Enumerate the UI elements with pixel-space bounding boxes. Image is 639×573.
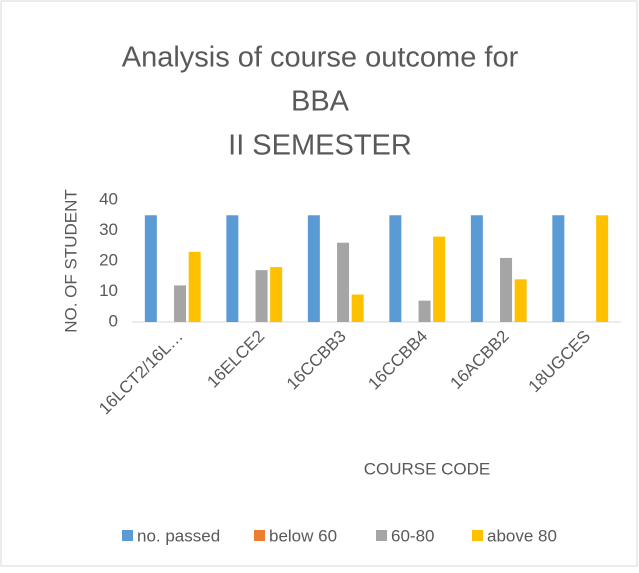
bar bbox=[255, 270, 268, 322]
bar bbox=[188, 251, 201, 322]
legend-label: below 60 bbox=[269, 526, 337, 545]
legend-swatch bbox=[472, 530, 483, 541]
bar bbox=[433, 236, 446, 322]
y-tick-label: 30 bbox=[99, 220, 118, 239]
bar bbox=[514, 279, 527, 322]
chart-title: II SEMESTER bbox=[228, 130, 412, 162]
y-axis-title: NO. OF STUDENT bbox=[61, 189, 80, 333]
y-tick-label: 0 bbox=[109, 311, 118, 330]
chart-title: BBA bbox=[291, 86, 350, 118]
bar bbox=[337, 242, 350, 322]
legend-label: no. passed bbox=[137, 526, 220, 545]
y-tick-label: 10 bbox=[99, 281, 118, 300]
bar bbox=[307, 215, 320, 322]
bar bbox=[596, 215, 609, 322]
bar bbox=[470, 215, 483, 322]
legend-swatch bbox=[376, 530, 387, 541]
legend-swatch bbox=[254, 530, 265, 541]
y-tick-label: 20 bbox=[99, 250, 118, 269]
legend-swatch bbox=[122, 530, 133, 541]
bar bbox=[418, 300, 431, 322]
bar bbox=[552, 215, 565, 322]
legend-label: 60-80 bbox=[391, 526, 434, 545]
y-tick-label: 40 bbox=[99, 189, 118, 208]
bar bbox=[389, 215, 402, 322]
chart-title: Analysis of course outcome for bbox=[122, 42, 519, 74]
bar bbox=[174, 285, 187, 322]
legend-label: above 80 bbox=[487, 526, 557, 545]
x-axis-title: COURSE CODE bbox=[364, 459, 491, 478]
bar bbox=[351, 294, 364, 322]
bar bbox=[144, 215, 157, 322]
bar bbox=[270, 267, 283, 322]
bar bbox=[226, 215, 239, 322]
bar bbox=[500, 257, 513, 322]
